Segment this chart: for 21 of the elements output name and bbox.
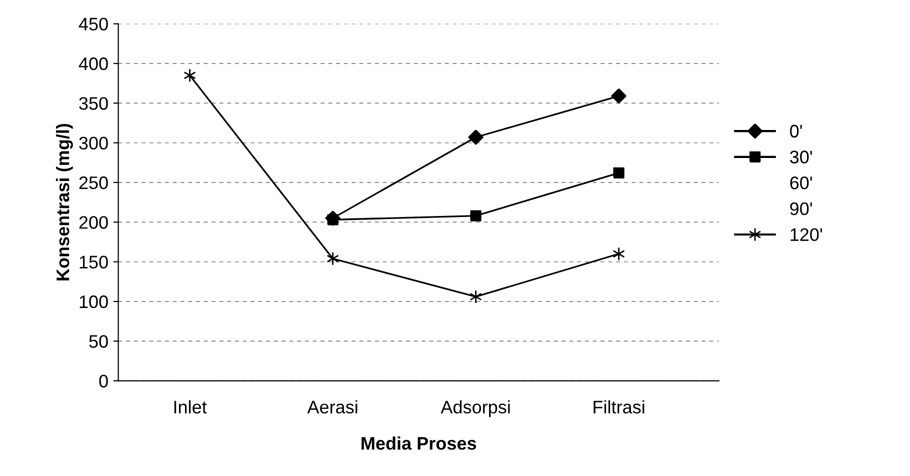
x-tick-label: Filtrasi — [594, 400, 644, 414]
x-axis-title: Media Proses — [362, 436, 476, 450]
x-tick-label: Adsorpsi — [440, 400, 510, 418]
y-tick-label: 300 — [79, 136, 108, 150]
x-tick-label: Aerasi — [307, 400, 358, 414]
y-tick-label: 250 — [79, 176, 108, 190]
y-tick-label: 100 — [80, 295, 108, 308]
legend-label: 30' — [790, 150, 812, 164]
y-tick-label: 400 — [78, 57, 108, 70]
text: 90' — [790, 202, 812, 216]
y-axis-title: Konsentrasi (mg/l) — [56, 124, 73, 280]
y-tick-label: 350 — [79, 97, 108, 110]
y-tick-label: 0 — [99, 374, 108, 388]
y-tick-label: 200 — [79, 216, 108, 229]
x-tick-label: Inlet — [174, 400, 207, 414]
legend-label: 120' — [790, 228, 822, 242]
y-tick-label: 50 — [89, 335, 108, 348]
legend-label: 0' — [790, 124, 802, 138]
y-tick-label: 150 — [80, 256, 108, 269]
y-tick-label: 450 — [78, 18, 108, 31]
text: 60' — [790, 176, 812, 190]
